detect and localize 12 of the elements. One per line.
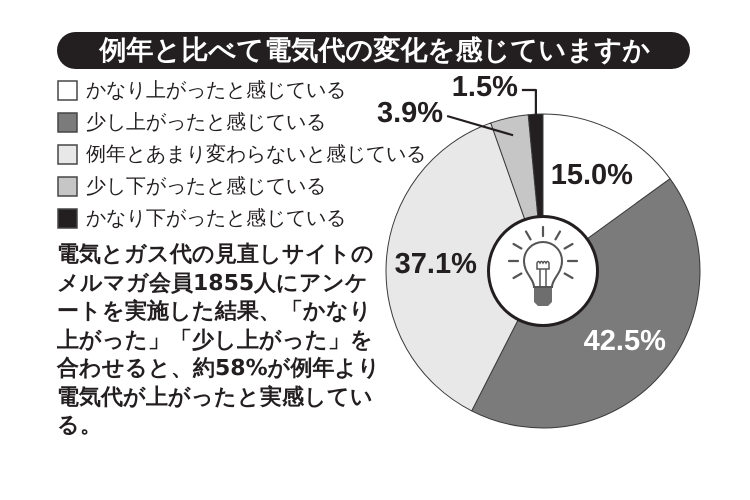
legend-label: かなり下がったと感じている — [86, 206, 346, 230]
data-label: 42.5% — [584, 324, 666, 357]
data-label: 37.1% — [394, 248, 478, 280]
legend-label: かなり上がったと感じている — [86, 78, 346, 102]
legend-label: 例年とあまり変わらないと感じている — [86, 142, 426, 166]
legend-label: 少し下がったと感じている — [86, 174, 326, 198]
text: 電気とガス代の見直しサイトのメルマガ会員1855人にアンケートを実施した結果、「かなり上がった」「少し上がった」を合わせると、約58%が例年より電気代が上がったと実感している。 — [57, 241, 382, 440]
legend-label: 少し上がったと感じている — [86, 110, 326, 134]
data-label: 3.9% — [376, 97, 444, 129]
data-label: 15.0% — [550, 159, 634, 192]
chart-title: 例年と比べて電気代の変化を感じていますか — [98, 35, 650, 66]
data-label: 1.5% — [452, 71, 518, 103]
